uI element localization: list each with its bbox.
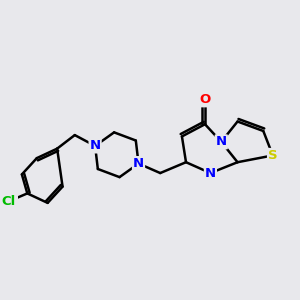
Text: S: S [268,149,278,162]
Text: N: N [90,140,101,152]
Text: N: N [205,167,216,180]
Text: N: N [216,135,227,148]
Text: Cl: Cl [1,195,15,208]
Text: O: O [200,93,211,106]
Text: N: N [133,157,144,170]
